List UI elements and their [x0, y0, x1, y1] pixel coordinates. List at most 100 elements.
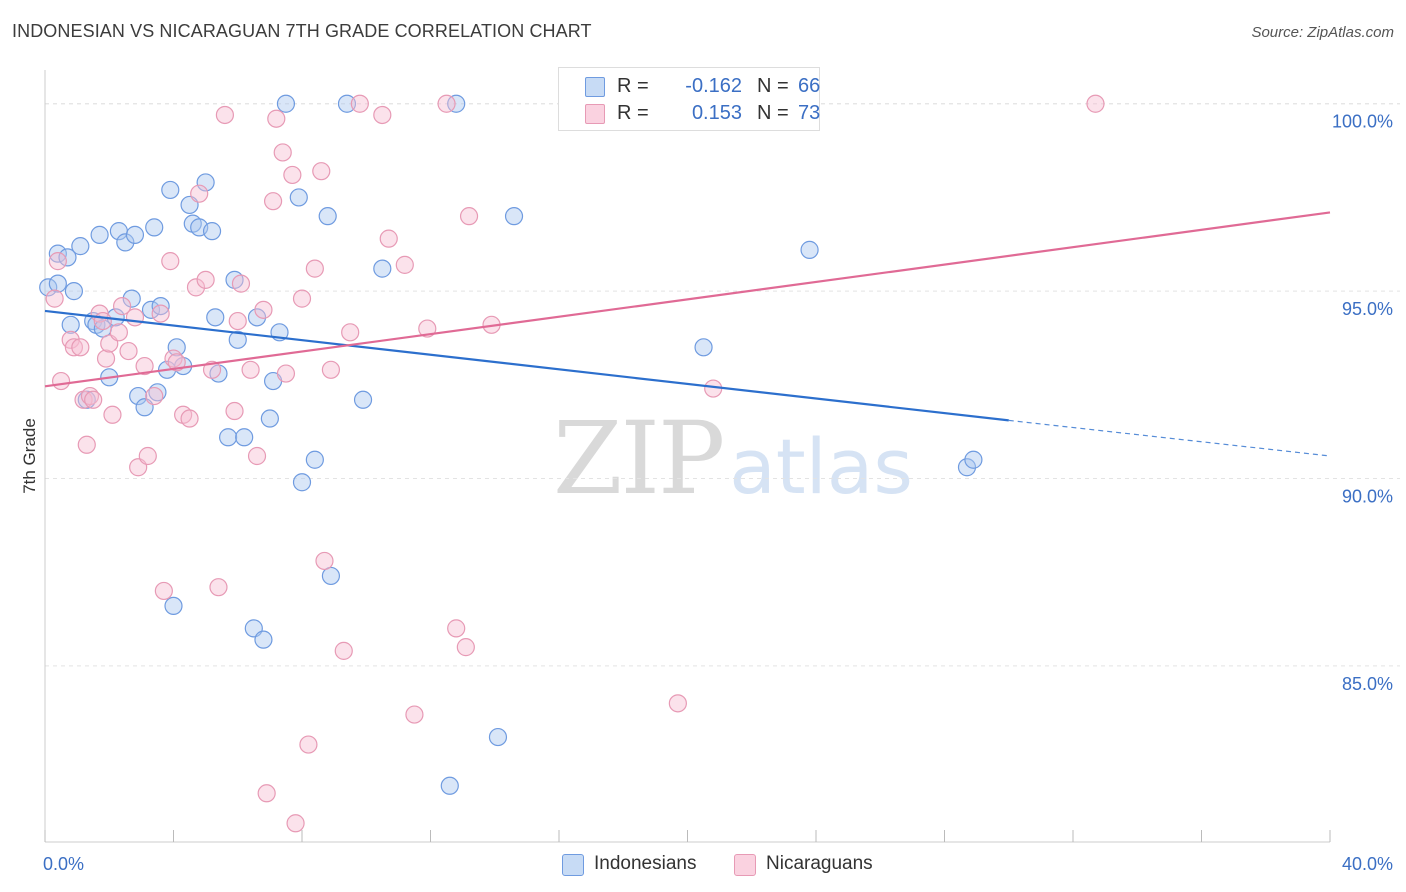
nicaraguan-point	[456, 638, 475, 657]
indonesian-point	[254, 630, 273, 649]
indonesian-point	[964, 450, 983, 469]
y-tick-label: 100.0%	[1332, 112, 1393, 132]
legend-label-nicaraguans: Nicaraguans	[766, 853, 873, 874]
nicaraguan-point	[45, 289, 64, 308]
indonesian-point	[318, 207, 337, 226]
nicaraguan-point	[138, 446, 157, 466]
indonesian-point	[321, 566, 341, 586]
label-layer: 100.0% 95.0% 90.0% 85.0% 0.0% 40.0% 7th Grade	[20, 112, 1393, 874]
chart-title: INDONESIAN VS NICARAGUAN 7TH GRADE CORRE…	[12, 21, 592, 41]
nicaraguan-point	[154, 581, 173, 601]
nicaraguan-point	[96, 349, 116, 368]
nicaraguan-point	[77, 435, 96, 454]
nicaraguan-point	[64, 338, 84, 357]
nicaraguan-point	[190, 184, 209, 203]
legend-r-value: -0.162	[685, 75, 742, 97]
indonesian-point	[167, 338, 186, 357]
nicaraguan-point	[51, 371, 71, 391]
indonesian-point	[161, 180, 180, 200]
indonesian-point	[58, 248, 77, 267]
indonesian-point	[39, 278, 58, 297]
indonesian-point	[145, 218, 164, 237]
indonesian-point	[504, 207, 524, 226]
indonesian-point	[61, 315, 80, 334]
stats-legend: R = -0.162 N = 66 R = 0.153 N = 73	[558, 67, 820, 131]
legend-label-indonesians: Indonesians	[594, 853, 697, 874]
nicaraguan-point	[161, 252, 180, 271]
indonesian-point	[151, 296, 170, 316]
indonesian-point	[957, 458, 977, 477]
nicaraguan-point	[257, 784, 276, 803]
indonesian-point	[141, 300, 161, 319]
indonesian-point	[202, 222, 222, 241]
legend-swatch-nicaraguans	[734, 854, 756, 876]
nicaraguan-point	[151, 304, 170, 323]
nicaraguan-point	[668, 694, 687, 713]
nicaraguan-point	[145, 386, 164, 406]
indonesian-point	[694, 338, 713, 357]
nicaraguan-point	[350, 94, 369, 113]
nicaraguan-point	[299, 735, 318, 754]
indonesian-point	[800, 240, 819, 259]
watermark-zip: ZIP	[553, 400, 725, 517]
nicaraguan-point	[447, 619, 466, 638]
nicaraguan-point	[286, 814, 305, 833]
nicaraguan-point	[418, 319, 437, 338]
legend-n-label: N =	[757, 102, 789, 124]
indonesian-point	[337, 94, 357, 113]
nicaraguan-point	[93, 311, 112, 331]
indonesian-trend-line	[44, 309, 1009, 422]
x-tick-label: 40.0%	[1342, 854, 1393, 874]
indonesian-point	[373, 259, 392, 278]
indonesian-point	[90, 225, 109, 244]
nicaraguan-point	[103, 405, 122, 424]
nicaraguan-point	[341, 323, 360, 342]
indonesian-point	[219, 428, 238, 447]
indonesian-point	[260, 409, 279, 428]
indonesian-point	[440, 776, 459, 795]
nicaraguan-point	[231, 274, 251, 293]
indonesian-point	[48, 274, 67, 293]
nicaraguan-point	[405, 705, 424, 724]
nicaraguan-point	[71, 338, 90, 357]
nicaraguan-trend-line	[44, 211, 1331, 388]
nicaraguan-point	[112, 296, 132, 316]
indonesian-point	[71, 237, 90, 256]
watermark-atlas: atlas	[729, 422, 913, 511]
y-tick-label: 85.0%	[1342, 674, 1393, 694]
nicaraguan-point	[225, 401, 244, 421]
grid-layer	[45, 103, 1400, 667]
y-tick-label: 95.0%	[1342, 299, 1393, 319]
nicaraguan-point	[334, 641, 353, 660]
nicaraguan-point	[263, 192, 283, 211]
nicaraguan-point	[283, 165, 302, 185]
indonesian-point	[488, 727, 508, 747]
points-layer	[39, 94, 1105, 833]
axis-layer	[44, 70, 1331, 843]
nicaraguan-point	[315, 551, 334, 571]
legend-n-value: 73	[798, 102, 821, 124]
legend-n-value: 66	[798, 75, 821, 97]
nicaraguan-point	[119, 341, 138, 361]
nicaraguan-point	[125, 308, 145, 327]
nicaraguan-point	[48, 252, 67, 271]
nicaraguan-point	[186, 278, 206, 297]
indonesian-point	[247, 308, 267, 327]
nicaraguan-point	[215, 105, 234, 125]
indonesian-point	[292, 473, 312, 492]
legend-swatch-indonesians	[562, 854, 584, 876]
indonesian-trend-extension	[1008, 419, 1331, 457]
indonesian-point	[235, 428, 254, 447]
trend-layer	[44, 211, 1331, 457]
y-tick-label: 90.0%	[1342, 486, 1393, 506]
indonesian-point	[196, 173, 215, 192]
nicaraguan-point	[459, 207, 479, 226]
indonesian-point	[125, 225, 145, 244]
nicaraguan-point	[373, 105, 392, 125]
indonesian-point	[353, 390, 373, 409]
indonesian-point	[129, 386, 148, 406]
nicaraguan-point	[1086, 94, 1105, 113]
legend-swatch-indonesians	[585, 77, 605, 97]
nicaraguan-point	[247, 446, 267, 466]
